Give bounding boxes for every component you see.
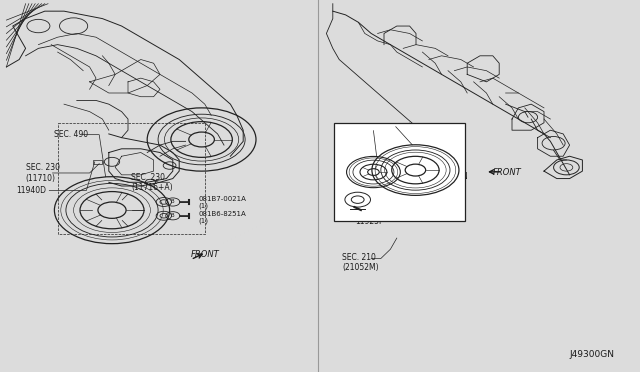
Text: B: B [171,199,175,205]
Text: FRONT: FRONT [493,169,522,177]
Text: 081B7-0021A
(1): 081B7-0021A (1) [198,196,246,209]
Text: 11915+A: 11915+A [422,139,458,148]
Text: 081B6-8251A
(1): 081B6-8251A (1) [198,211,246,224]
Text: SEC. 230
(11716+A): SEC. 230 (11716+A) [131,173,173,192]
Bar [93,160,102,164]
Text: 11932N: 11932N [438,172,468,181]
Text: SEC. 490: SEC. 490 [54,130,88,139]
Text: SEC. 210
(21052M): SEC. 210 (21052M) [342,253,379,272]
Text: 11940D: 11940D [16,186,46,195]
Text: 11925P: 11925P [355,217,384,226]
Text: 11927N: 11927N [406,204,436,213]
Bar [334,123,465,221]
Text: B: B [171,213,175,218]
Text: FRONT: FRONT [191,250,220,259]
Text: J49300GN: J49300GN [570,350,614,359]
Text: SEC. 230
(11710): SEC. 230 (11710) [26,163,60,183]
Text: 11915: 11915 [357,180,381,189]
Text: 11925E: 11925E [337,135,366,144]
